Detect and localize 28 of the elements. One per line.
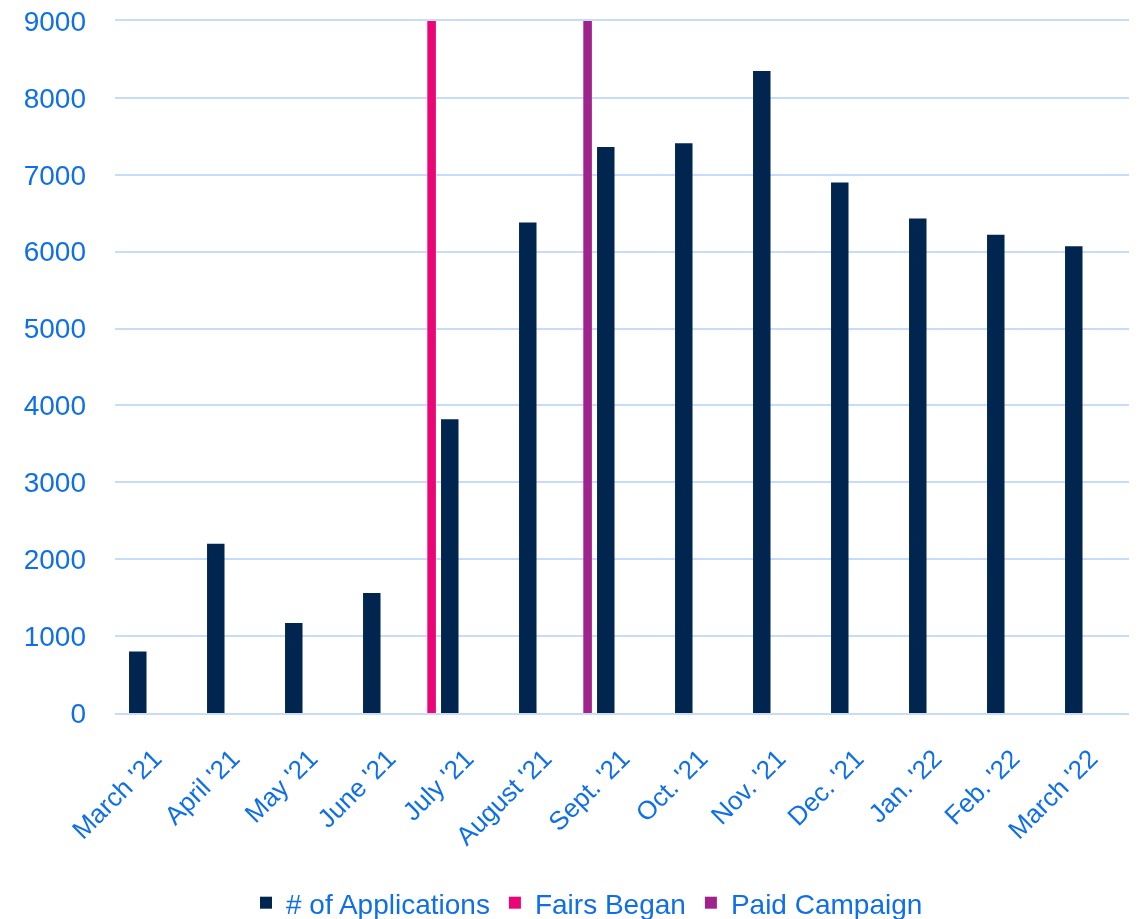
y-tick-label: 4000: [23, 390, 86, 422]
legend-label: # of Applications: [286, 888, 490, 919]
y-tick-label: 1000: [23, 620, 86, 652]
legend-label: Fairs Began: [534, 888, 686, 919]
y-tick-label: 5000: [23, 313, 86, 345]
bar: [831, 182, 849, 713]
bar: [129, 651, 147, 713]
y-tick-label: 7000: [23, 159, 86, 191]
y-tick-label: 0: [70, 697, 86, 729]
y-tick-label: 8000: [23, 82, 86, 114]
bar: [1065, 246, 1083, 713]
legend-label: Paid Campaign: [730, 888, 923, 919]
bar: [285, 623, 303, 713]
y-tick-label: 6000: [23, 236, 86, 268]
bar: [753, 70, 771, 713]
bar: [363, 593, 381, 713]
bar: [675, 143, 693, 713]
y-tick-label: 3000: [23, 467, 86, 499]
bar: [987, 234, 1005, 713]
bar: [207, 543, 225, 713]
bar: [519, 222, 537, 713]
bar: [441, 419, 459, 713]
bar: [597, 147, 615, 713]
bar: [909, 218, 927, 713]
bar: [583, 21, 592, 713]
y-tick-label: 9000: [23, 5, 86, 37]
y-tick-label: 2000: [23, 544, 86, 576]
bar: [427, 21, 436, 713]
